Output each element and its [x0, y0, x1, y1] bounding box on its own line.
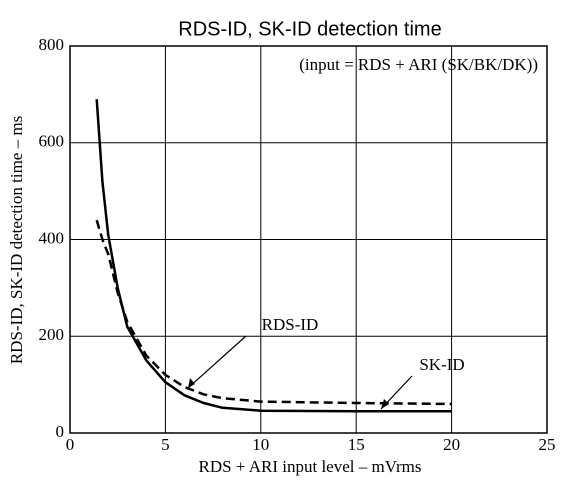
series-label: RDS-ID — [262, 315, 319, 334]
series-label: SK-ID — [419, 355, 464, 374]
x-tick-label: 0 — [66, 435, 75, 454]
y-tick-label: 600 — [39, 132, 65, 151]
y-tick-label: 0 — [56, 422, 65, 441]
y-tick-label: 800 — [39, 35, 65, 54]
annotation: (input = RDS + ARI (SK/BK/DK)) — [299, 55, 538, 74]
x-tick-label: 20 — [443, 435, 460, 454]
data-line — [95, 219, 452, 406]
x-axis-label: RDS + ARI input level – mVrms — [199, 457, 422, 476]
arrow — [187, 335, 247, 389]
chart-title: RDS-ID, SK-ID detection time — [178, 18, 441, 40]
data-line — [95, 99, 452, 413]
y-axis-label: RDS-ID, SK-ID detection time – ms — [7, 116, 26, 364]
arrow-head — [188, 378, 195, 388]
y-tick-label: 400 — [39, 228, 65, 247]
x-tick-label: 5 — [161, 435, 170, 454]
y-tick-label: 200 — [39, 325, 65, 344]
x-tick-label: 10 — [252, 435, 269, 454]
x-tick-label: 25 — [539, 435, 556, 454]
x-tick-label: 15 — [348, 435, 365, 454]
